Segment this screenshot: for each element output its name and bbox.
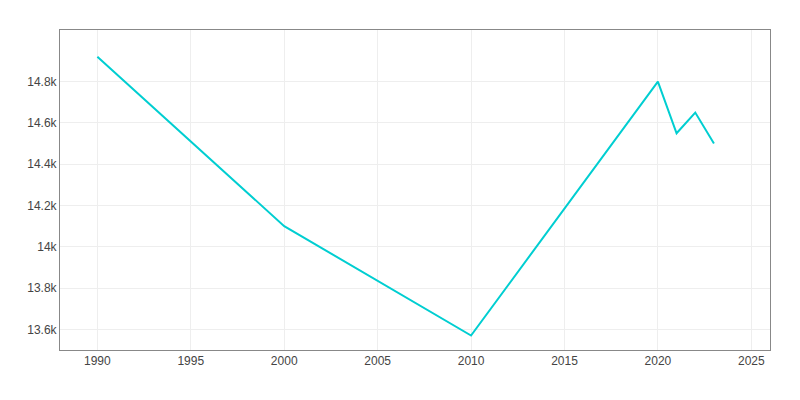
svg-text:14.2k: 14.2k — [27, 199, 57, 213]
svg-text:2005: 2005 — [364, 354, 391, 368]
svg-text:14.4k: 14.4k — [27, 157, 57, 171]
svg-text:2025: 2025 — [738, 354, 765, 368]
svg-text:14k: 14k — [37, 240, 57, 254]
svg-text:14.8k: 14.8k — [27, 75, 57, 89]
svg-text:1995: 1995 — [177, 354, 204, 368]
svg-text:2015: 2015 — [551, 354, 578, 368]
svg-text:2020: 2020 — [645, 354, 672, 368]
svg-text:14.6k: 14.6k — [27, 116, 57, 130]
svg-text:2010: 2010 — [458, 354, 485, 368]
svg-text:13.8k: 13.8k — [27, 281, 57, 295]
svg-text:1990: 1990 — [84, 354, 111, 368]
svg-text:13.6k: 13.6k — [27, 323, 57, 337]
svg-text:2000: 2000 — [271, 354, 298, 368]
